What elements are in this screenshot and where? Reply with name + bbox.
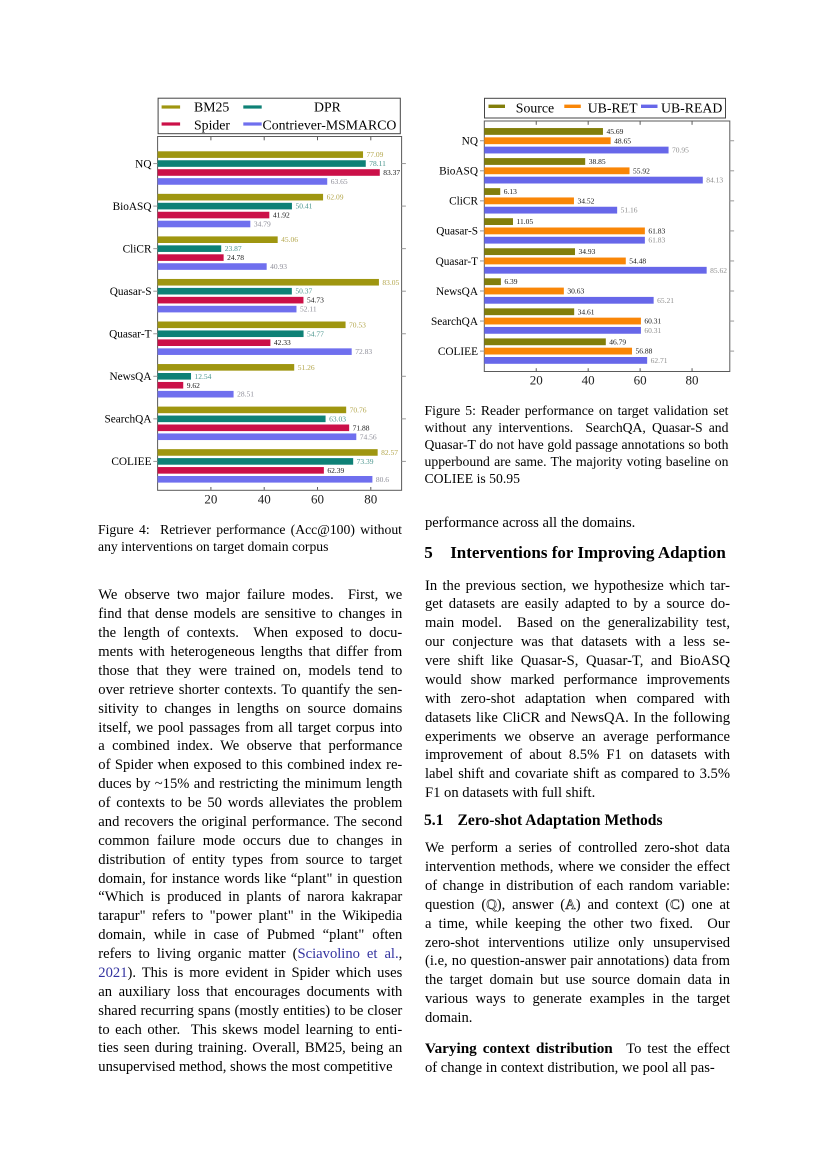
- svg-text:70.76: 70.76: [350, 405, 367, 414]
- svg-text:CliCR: CliCR: [449, 196, 478, 208]
- svg-text:60: 60: [311, 491, 324, 506]
- svg-text:41.92: 41.92: [273, 211, 290, 220]
- svg-text:54.77: 54.77: [307, 329, 324, 338]
- svg-text:UB-READ: UB-READ: [661, 101, 722, 116]
- svg-text:72.83: 72.83: [355, 347, 372, 356]
- svg-text:11.05: 11.05: [517, 217, 534, 226]
- svg-text:SearchQA: SearchQA: [431, 316, 479, 328]
- svg-text:40.93: 40.93: [270, 262, 287, 271]
- svg-text:60.31: 60.31: [644, 326, 661, 335]
- svg-text:80: 80: [686, 372, 699, 387]
- svg-text:62.09: 62.09: [327, 193, 344, 202]
- svg-text:84.13: 84.13: [706, 176, 723, 185]
- svg-text:74.56: 74.56: [360, 432, 377, 441]
- svg-text:NewsQA: NewsQA: [109, 371, 152, 383]
- svg-text:62.39: 62.39: [327, 466, 344, 475]
- svg-text:34.93: 34.93: [579, 247, 596, 256]
- svg-text:40: 40: [258, 491, 271, 506]
- svg-text:54.48: 54.48: [629, 256, 646, 265]
- svg-text:BioASQ: BioASQ: [113, 201, 152, 213]
- svg-text:52.11: 52.11: [300, 305, 317, 314]
- svg-text:54.73: 54.73: [307, 296, 324, 305]
- svg-text:34.61: 34.61: [578, 307, 595, 316]
- svg-text:BM25: BM25: [194, 100, 229, 115]
- svg-text:50.41: 50.41: [295, 202, 312, 211]
- svg-text:BioASQ: BioASQ: [439, 166, 478, 178]
- svg-text:Spider: Spider: [194, 117, 230, 132]
- svg-text:28.51: 28.51: [237, 390, 254, 399]
- svg-text:UB-RET: UB-RET: [588, 101, 638, 116]
- svg-text:70.95: 70.95: [672, 146, 689, 155]
- svg-text:6.39: 6.39: [504, 277, 517, 286]
- svg-text:CliCR: CliCR: [123, 243, 152, 255]
- svg-text:COLIEE: COLIEE: [111, 456, 151, 468]
- svg-text:60.31: 60.31: [644, 317, 661, 326]
- svg-text:34.52: 34.52: [577, 196, 594, 205]
- svg-text:85.62: 85.62: [710, 266, 727, 275]
- svg-text:9.62: 9.62: [187, 381, 200, 390]
- svg-text:NQ: NQ: [462, 136, 478, 148]
- svg-text:50.37: 50.37: [295, 287, 312, 296]
- svg-text:83.37: 83.37: [383, 168, 400, 177]
- svg-text:30.63: 30.63: [567, 287, 584, 296]
- svg-text:SearchQA: SearchQA: [104, 414, 152, 426]
- svg-text:Source: Source: [516, 101, 554, 116]
- svg-text:40: 40: [582, 372, 595, 387]
- svg-text:38.85: 38.85: [589, 157, 606, 166]
- svg-text:65.21: 65.21: [657, 296, 674, 305]
- svg-text:46.79: 46.79: [609, 337, 626, 346]
- svg-text:63.65: 63.65: [331, 177, 348, 186]
- svg-text:20: 20: [204, 491, 217, 506]
- svg-text:62.71: 62.71: [651, 356, 668, 365]
- svg-text:63.03: 63.03: [329, 414, 346, 423]
- svg-text:80.6: 80.6: [376, 475, 389, 484]
- svg-text:Quasar-T: Quasar-T: [436, 256, 479, 268]
- svg-text:23.87: 23.87: [225, 244, 242, 253]
- svg-text:77.09: 77.09: [367, 150, 384, 159]
- svg-text:82.57: 82.57: [381, 448, 398, 457]
- svg-text:73.39: 73.39: [357, 457, 374, 466]
- svg-text:COLIEE: COLIEE: [438, 346, 478, 358]
- svg-text:Quasar-T: Quasar-T: [109, 329, 152, 341]
- svg-text:70.53: 70.53: [349, 320, 366, 329]
- svg-text:24.78: 24.78: [227, 253, 244, 262]
- svg-text:61.83: 61.83: [648, 236, 665, 245]
- svg-text:83.05: 83.05: [382, 278, 399, 287]
- svg-text:12.54: 12.54: [195, 372, 212, 381]
- svg-text:61.83: 61.83: [648, 226, 665, 235]
- svg-text:NewsQA: NewsQA: [436, 286, 479, 298]
- svg-text:51.26: 51.26: [298, 363, 315, 372]
- svg-text:78.11: 78.11: [369, 159, 386, 168]
- svg-text:DPR: DPR: [314, 100, 342, 115]
- svg-text:34.79: 34.79: [254, 220, 271, 229]
- svg-text:Quasar-S: Quasar-S: [110, 286, 152, 298]
- svg-text:48.65: 48.65: [614, 136, 631, 145]
- svg-text:80: 80: [364, 491, 377, 506]
- svg-text:55.92: 55.92: [633, 166, 650, 175]
- svg-text:20: 20: [530, 372, 543, 387]
- svg-text:45.69: 45.69: [606, 127, 623, 136]
- svg-text:Contriever-MSMARCO: Contriever-MSMARCO: [263, 117, 397, 132]
- svg-text:71.88: 71.88: [353, 423, 370, 432]
- svg-text:42.33: 42.33: [274, 338, 291, 347]
- svg-text:45.06: 45.06: [281, 235, 298, 244]
- svg-text:Quasar-S: Quasar-S: [436, 226, 478, 238]
- svg-text:NQ: NQ: [135, 158, 151, 170]
- svg-text:56.88: 56.88: [636, 347, 653, 356]
- svg-text:6.13: 6.13: [504, 187, 517, 196]
- svg-text:51.16: 51.16: [621, 206, 638, 215]
- svg-text:60: 60: [634, 372, 647, 387]
